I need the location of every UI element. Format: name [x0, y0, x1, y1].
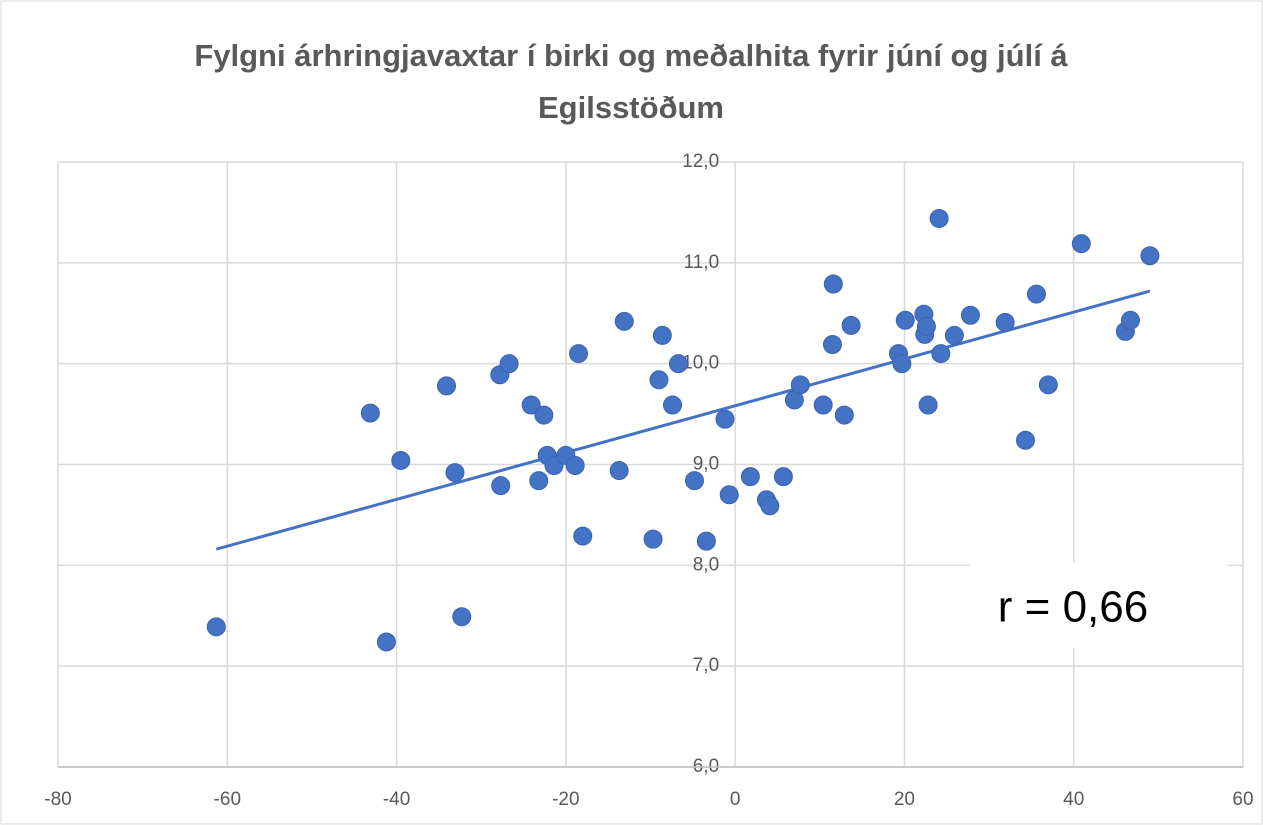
point [360, 403, 380, 423]
point [206, 617, 226, 637]
point [452, 607, 472, 627]
x-tick-label: -80 [44, 789, 71, 810]
point [1026, 284, 1046, 304]
point [813, 395, 833, 415]
point [895, 310, 915, 330]
point [649, 370, 669, 390]
point [614, 311, 634, 331]
point [376, 632, 396, 652]
x-tick-label: 0 [730, 789, 741, 810]
y-tick-label: 12,0 [682, 151, 719, 172]
x-tick-label: 40 [1063, 789, 1084, 810]
point [918, 395, 938, 415]
point [1015, 430, 1035, 450]
x-tick-label: -20 [552, 789, 579, 810]
x-tick-label: 20 [894, 789, 915, 810]
point [643, 529, 663, 549]
point [529, 471, 549, 491]
point [573, 526, 593, 546]
point [740, 467, 760, 487]
point [790, 375, 810, 395]
point [609, 461, 629, 481]
point [437, 376, 457, 396]
x-tick-label: 60 [1232, 789, 1253, 810]
y-tick-label: 7,0 [693, 655, 719, 676]
y-tick-label: 10,0 [682, 353, 719, 374]
point [822, 335, 842, 355]
point [834, 405, 854, 425]
point [995, 312, 1015, 332]
annotation-box [970, 562, 1228, 648]
point [823, 274, 843, 294]
point [715, 409, 735, 429]
point [931, 344, 951, 364]
point [565, 456, 585, 476]
y-tick-label: 11,0 [684, 252, 720, 273]
point [760, 496, 780, 516]
chart-title: Fylgni árhringjavaxtar í birki og meðalh… [194, 38, 1068, 125]
point [534, 405, 554, 425]
point [719, 485, 739, 505]
x-tick-label: -60 [214, 789, 241, 810]
point [445, 463, 465, 483]
point [916, 316, 936, 336]
point [1140, 246, 1160, 266]
point [841, 315, 861, 335]
point [960, 305, 980, 325]
y-tick-label: 8,0 [693, 554, 719, 575]
point [1120, 310, 1140, 330]
point [685, 471, 705, 491]
point [1038, 375, 1058, 395]
annotation: r = 0,66 [998, 583, 1148, 632]
y-tick-label: 9,0 [693, 454, 719, 475]
point [773, 467, 793, 487]
point [892, 354, 912, 374]
trendline [215, 289, 1151, 551]
point [696, 531, 716, 551]
point [1071, 234, 1091, 254]
point [521, 395, 541, 415]
x-tick-label: -40 [383, 789, 410, 810]
point [663, 395, 683, 415]
point [569, 344, 589, 364]
point [499, 354, 519, 374]
point [491, 476, 511, 496]
point [944, 325, 964, 345]
point [652, 325, 672, 345]
point [929, 208, 949, 228]
point [391, 450, 411, 470]
point [668, 354, 688, 374]
